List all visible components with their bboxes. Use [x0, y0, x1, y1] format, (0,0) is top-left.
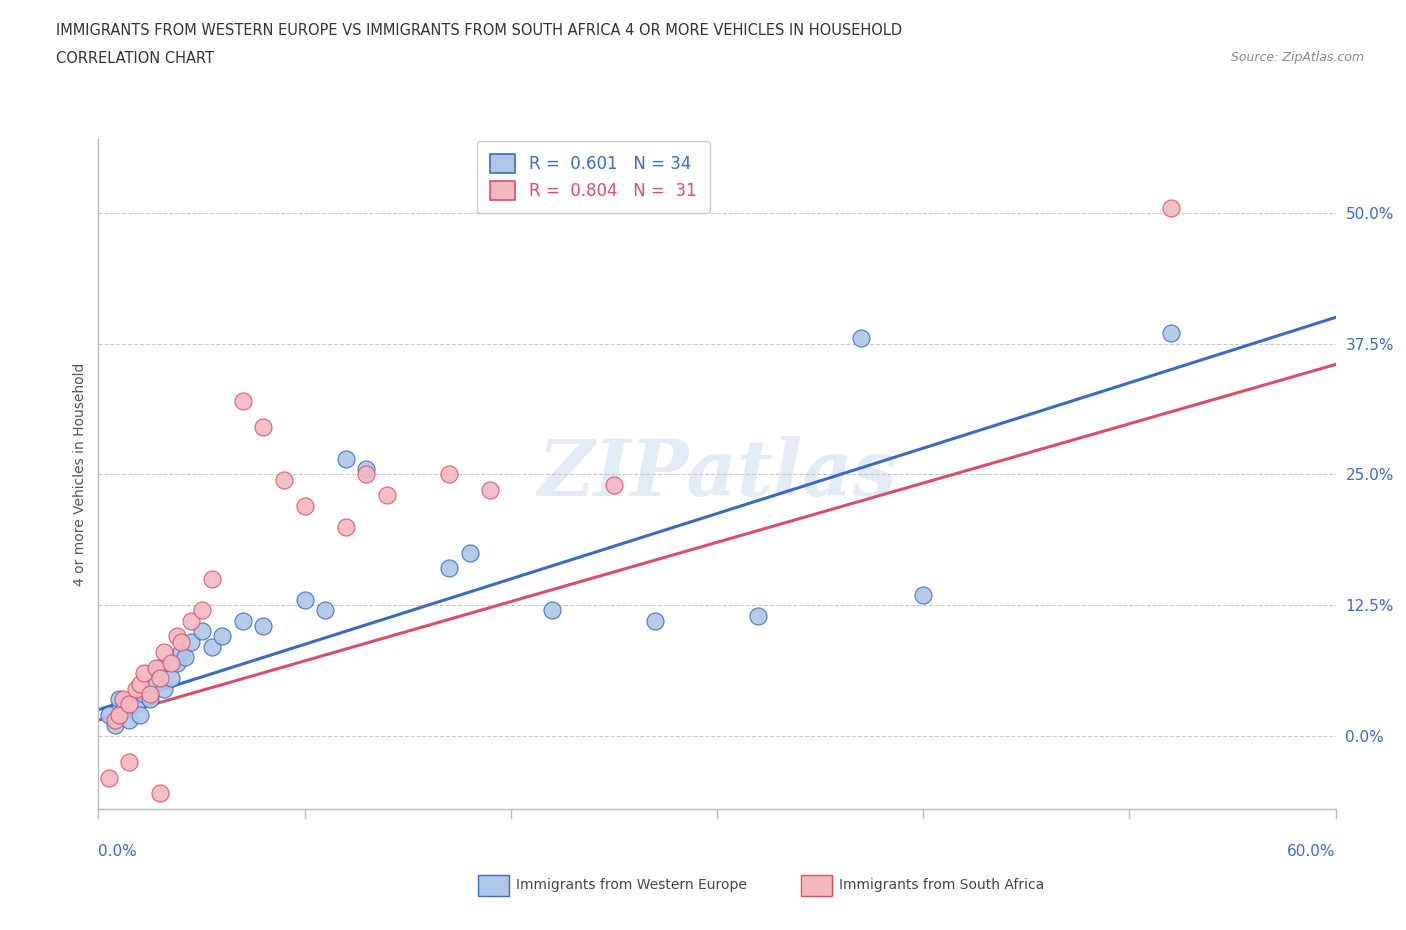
Point — [541, 603, 564, 618]
Point — [153, 644, 176, 659]
Point — [104, 712, 127, 727]
Point — [124, 682, 146, 697]
Point — [139, 692, 162, 707]
Point — [124, 698, 146, 712]
Point — [437, 561, 460, 576]
Text: ZIPatlas: ZIPatlas — [537, 436, 897, 512]
Point — [112, 702, 135, 717]
Point — [201, 640, 224, 655]
Point — [335, 519, 357, 534]
Point — [149, 786, 172, 801]
Point — [118, 698, 141, 712]
Point — [851, 331, 873, 346]
Y-axis label: 4 or more Vehicles in Household: 4 or more Vehicles in Household — [73, 363, 87, 586]
Point — [166, 629, 188, 644]
Text: Immigrants from South Africa: Immigrants from South Africa — [839, 878, 1045, 893]
Point — [139, 686, 162, 701]
Point — [356, 461, 378, 476]
Point — [149, 671, 172, 685]
Text: Immigrants from Western Europe: Immigrants from Western Europe — [516, 878, 747, 893]
Text: IMMIGRANTS FROM WESTERN EUROPE VS IMMIGRANTS FROM SOUTH AFRICA 4 OR MORE VEHICLE: IMMIGRANTS FROM WESTERN EUROPE VS IMMIGR… — [56, 23, 903, 38]
Point — [108, 692, 131, 707]
Point — [174, 650, 197, 665]
Point — [180, 614, 202, 629]
Point — [97, 708, 120, 723]
Point — [603, 477, 626, 492]
Point — [437, 467, 460, 482]
Text: 0.0%: 0.0% — [98, 844, 138, 859]
Point — [458, 545, 481, 560]
Point — [132, 686, 155, 701]
Point — [479, 483, 502, 498]
Point — [112, 692, 135, 707]
Point — [149, 660, 172, 675]
Point — [118, 712, 141, 727]
Text: 60.0%: 60.0% — [1288, 844, 1336, 859]
Point — [201, 571, 224, 587]
Point — [294, 498, 316, 513]
Point — [145, 660, 167, 675]
Point — [190, 624, 212, 639]
Text: Source: ZipAtlas.com: Source: ZipAtlas.com — [1230, 51, 1364, 64]
Point — [153, 682, 176, 697]
Point — [132, 666, 155, 681]
Legend: R =  0.601   N = 34, R =  0.804   N =  31: R = 0.601 N = 34, R = 0.804 N = 31 — [477, 141, 710, 214]
Point — [211, 629, 233, 644]
Point — [294, 592, 316, 607]
Point — [1160, 326, 1182, 340]
Point — [190, 603, 212, 618]
Point — [170, 634, 193, 649]
Point — [97, 770, 120, 785]
Point — [747, 608, 769, 623]
Point — [356, 467, 378, 482]
Point — [335, 451, 357, 466]
Point — [232, 614, 254, 629]
Point — [104, 718, 127, 733]
Point — [166, 655, 188, 670]
Point — [375, 487, 398, 502]
Point — [1160, 200, 1182, 215]
Point — [232, 393, 254, 408]
Point — [145, 676, 167, 691]
Point — [118, 754, 141, 769]
Point — [912, 587, 935, 602]
Point — [180, 634, 202, 649]
Point — [252, 618, 274, 633]
Point — [273, 472, 295, 487]
Point — [252, 419, 274, 434]
Point — [170, 644, 193, 659]
Point — [159, 655, 181, 670]
Point — [128, 708, 150, 723]
Point — [108, 708, 131, 723]
Point — [644, 614, 666, 629]
Point — [314, 603, 336, 618]
Text: CORRELATION CHART: CORRELATION CHART — [56, 51, 214, 66]
Point — [159, 671, 181, 685]
Point — [128, 676, 150, 691]
